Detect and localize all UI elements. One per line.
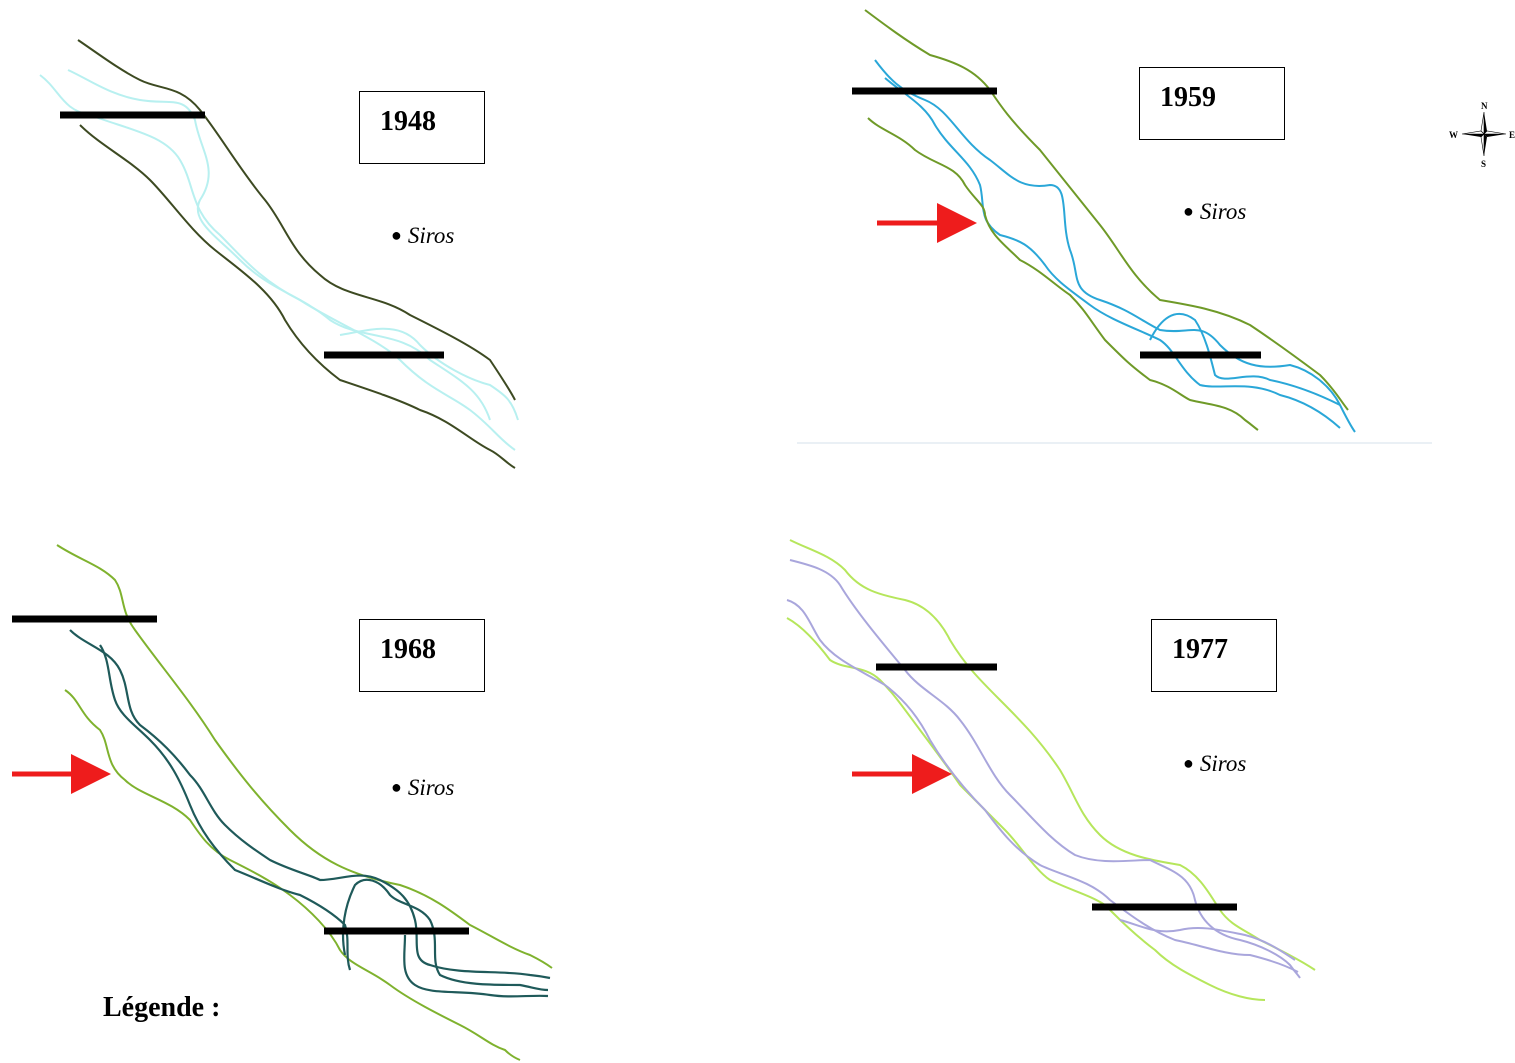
- town-name: Siros: [407, 223, 455, 248]
- bank-1968-ne: [56, 544, 553, 969]
- channel-1948-c: [339, 327, 519, 421]
- bank-1959-ne: [864, 9, 1349, 411]
- legend-title: Légende :: [103, 992, 221, 1023]
- town-label-1959: ● Siros: [1183, 199, 1246, 225]
- town-label-1977: ● Siros: [1183, 751, 1246, 777]
- channel-1968-d: [403, 934, 549, 998]
- year-box-1959: 1959: [1139, 67, 1285, 140]
- panel-1959: [797, 9, 1432, 444]
- channel-1948-b: [39, 74, 516, 451]
- panel-1977: [786, 539, 1316, 1001]
- channel-1959-c: [1149, 313, 1341, 406]
- town-label-1968: ● Siros: [391, 775, 454, 801]
- town-dot-icon: ●: [391, 225, 402, 245]
- channel-1977-b: [786, 599, 1299, 973]
- channel-1968-c: [341, 878, 549, 992]
- year-label: 1977: [1172, 634, 1228, 665]
- bank-1977-sw: [786, 617, 1266, 1001]
- year-box-1977: 1977: [1151, 619, 1277, 692]
- bank-1959-sw: [867, 117, 1259, 431]
- compass-east-label: E: [1509, 130, 1515, 140]
- channel-1977-a: [789, 559, 1301, 979]
- channel-1977-c: [1119, 919, 1296, 961]
- year-box-1948: 1948: [359, 91, 485, 164]
- compass-rose-icon: N S E W: [1449, 101, 1515, 169]
- bank-1977-ne: [789, 539, 1316, 971]
- town-name: Siros: [1199, 199, 1247, 224]
- town-dot-icon: ●: [1183, 753, 1194, 773]
- channel-1968-a: [69, 629, 551, 980]
- channel-1968-b: [99, 644, 352, 971]
- town-label-1948: ● Siros: [391, 223, 454, 249]
- year-label: 1959: [1160, 82, 1216, 113]
- bank-1948-ne: [77, 39, 516, 401]
- compass-south-label: S: [1481, 159, 1486, 169]
- channel-1959-a: [874, 59, 1356, 433]
- year-box-1968: 1968: [359, 619, 485, 692]
- bank-1948-sw: [79, 124, 516, 469]
- town-dot-icon: ●: [1183, 201, 1194, 221]
- town-name: Siros: [1199, 751, 1247, 776]
- compass-west-label: W: [1449, 130, 1458, 140]
- year-label: 1968: [380, 634, 436, 665]
- channel-1959-b: [884, 77, 1341, 429]
- compass-north-label: N: [1481, 101, 1488, 111]
- bank-1968-sw: [64, 689, 521, 1061]
- town-name: Siros: [407, 775, 455, 800]
- town-dot-icon: ●: [391, 777, 402, 797]
- year-label: 1948: [380, 106, 436, 137]
- panel-1968: [12, 544, 553, 1061]
